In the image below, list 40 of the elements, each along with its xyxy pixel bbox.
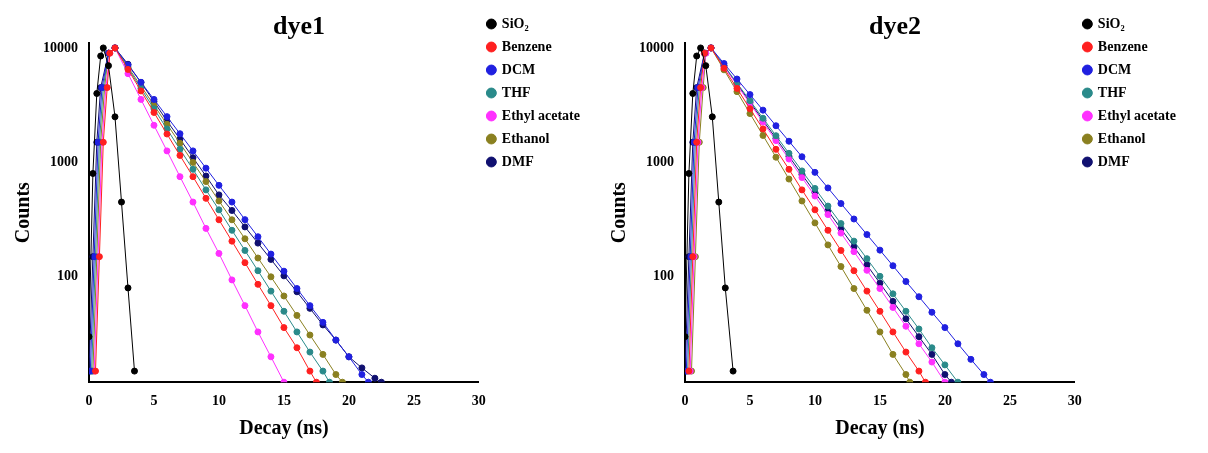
x-tick-label: 10 bbox=[211, 393, 226, 409]
legend-label: THF bbox=[1097, 84, 1127, 100]
legend-label: DMF bbox=[501, 153, 534, 169]
y-tick-label: 10000 bbox=[43, 39, 78, 55]
legend-label: SiO₂ bbox=[501, 15, 529, 31]
x-tick-label: 20 bbox=[341, 393, 356, 409]
legend-label: Ethanol bbox=[1097, 130, 1146, 146]
legend-label: Ethanol bbox=[501, 130, 550, 146]
x-tick-label: 25 bbox=[406, 393, 421, 409]
legend-label: THF bbox=[501, 84, 531, 100]
x-tick-label: 30 bbox=[1067, 393, 1082, 409]
legend-label: Benzene bbox=[1097, 38, 1148, 54]
legend-label: DMF bbox=[1097, 153, 1130, 169]
y-tick-label: 100 bbox=[653, 268, 674, 284]
legend-label: Ethyl acetate bbox=[501, 107, 581, 123]
y-axis-title: Counts bbox=[607, 181, 630, 244]
x-tick-label: 0 bbox=[681, 393, 689, 409]
y-tick-label: 1000 bbox=[50, 153, 78, 169]
x-tick-label: 0 bbox=[85, 393, 93, 409]
y-tick-label: 10000 bbox=[639, 39, 674, 55]
y-tick-label: 100 bbox=[57, 268, 78, 284]
x-tick-label: 15 bbox=[872, 393, 887, 409]
y-tick-label: 1000 bbox=[646, 153, 674, 169]
legend-label: Benzene bbox=[501, 38, 552, 54]
legend-label: DCM bbox=[501, 61, 536, 77]
x-axis-title: Decay (ns) bbox=[239, 416, 329, 440]
x-tick-label: 25 bbox=[1002, 393, 1017, 409]
x-tick-label: 20 bbox=[937, 393, 952, 409]
legend-label: SiO₂ bbox=[1097, 15, 1125, 31]
legend-label: DCM bbox=[1097, 61, 1132, 77]
x-tick-label: 5 bbox=[150, 393, 158, 409]
x-tick-label: 15 bbox=[276, 393, 291, 409]
x-tick-label: 10 bbox=[807, 393, 822, 409]
x-tick-label: 30 bbox=[471, 393, 486, 409]
chart-title: dye1 bbox=[273, 11, 325, 41]
x-tick-label: 5 bbox=[746, 393, 754, 409]
legend-label: Ethyl acetate bbox=[1097, 107, 1177, 123]
chart-title: dye2 bbox=[869, 11, 921, 41]
x-axis-title: Decay (ns) bbox=[835, 416, 925, 440]
y-axis-title: Counts bbox=[11, 181, 34, 244]
